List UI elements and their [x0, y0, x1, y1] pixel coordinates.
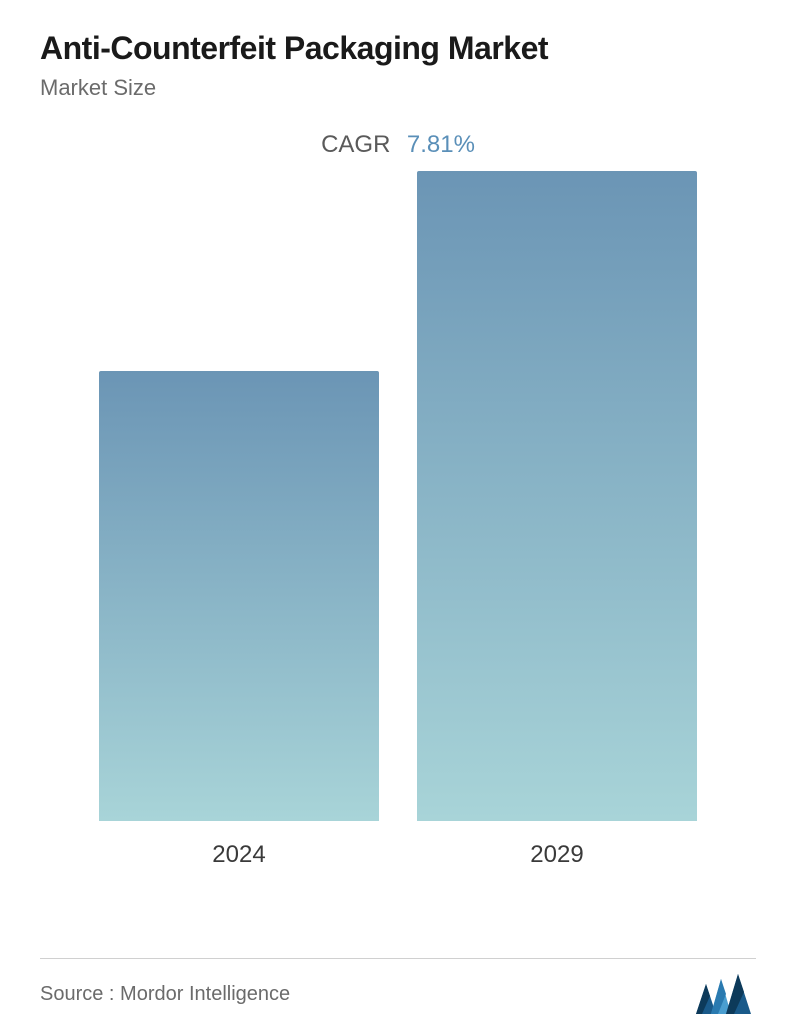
bar-group: 2024 [99, 371, 379, 869]
cagr-row: CAGR 7.81% [40, 131, 756, 159]
bar-chart: 2024 2029 [40, 219, 756, 869]
cagr-label: CAGR [321, 131, 390, 158]
bar-group: 2029 [417, 171, 697, 869]
chart-footer: Source : Mordor Intelligence [40, 958, 756, 1014]
chart-title: Anti-Counterfeit Packaging Market [40, 30, 756, 67]
bar-category-label: 2029 [530, 841, 583, 869]
chart-bar [417, 171, 697, 821]
mordor-logo-icon [696, 974, 756, 1014]
chart-subtitle: Market Size [40, 75, 756, 101]
chart-bar [99, 371, 379, 821]
source-attribution: Source : Mordor Intelligence [40, 983, 290, 1006]
bar-category-label: 2024 [212, 841, 265, 869]
source-name: Mordor Intelligence [120, 983, 290, 1005]
source-label: Source : [40, 983, 114, 1005]
cagr-value: 7.81% [407, 131, 475, 158]
